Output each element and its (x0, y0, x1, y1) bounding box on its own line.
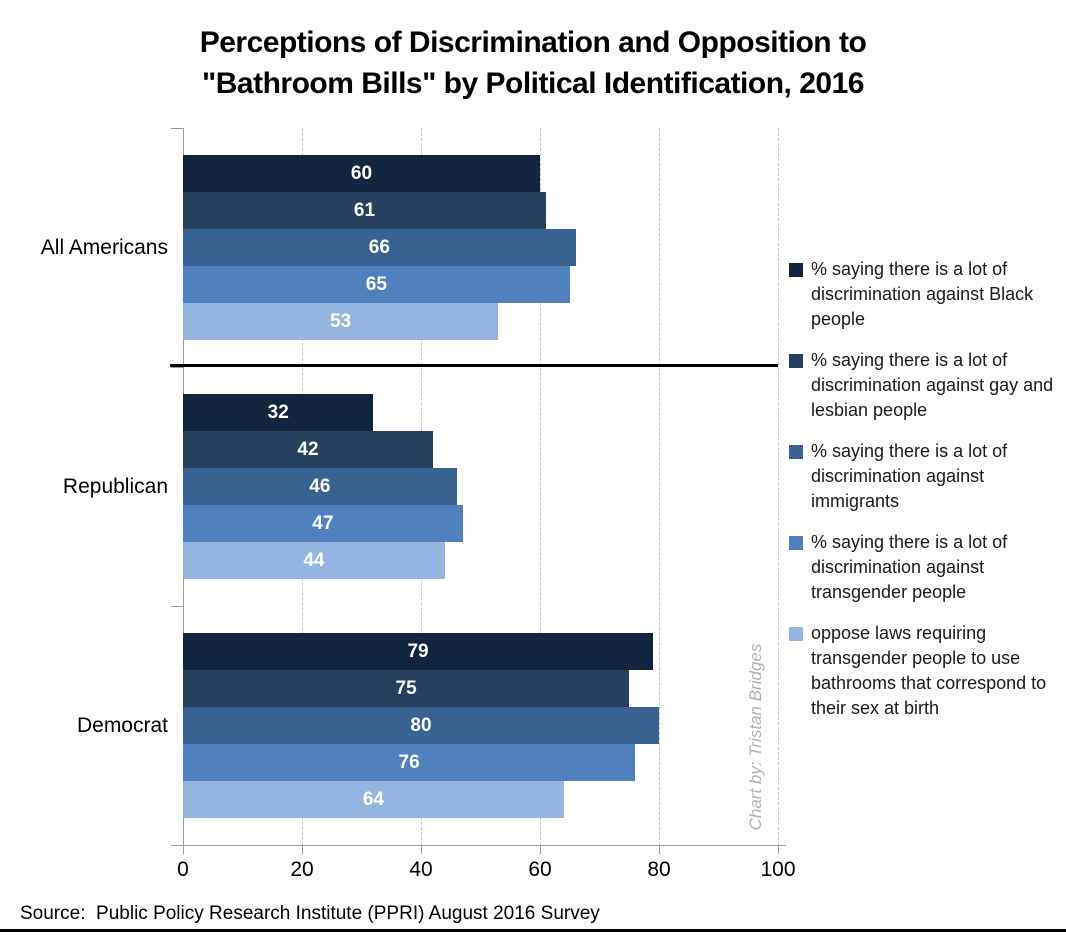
x-axis-tick-20 (302, 846, 303, 854)
gridline-60 (540, 128, 541, 845)
bar-value-label: 66 (368, 236, 390, 258)
bar-value-label: 64 (362, 788, 384, 810)
legend-label: oppose laws requiring transgender people… (811, 623, 1047, 718)
x-axis-tick-label: 0 (177, 858, 189, 881)
bar: 65 (183, 266, 570, 303)
bar: 76 (183, 744, 636, 781)
x-axis-tick-label: 20 (290, 858, 314, 881)
legend: % saying there is a lot of discriminatio… (789, 257, 1061, 737)
x-axis-tick-100 (778, 846, 779, 854)
x-axis-tick-label: 40 (409, 858, 433, 881)
legend-item: % saying there is a lot of discriminatio… (789, 257, 1061, 332)
bar: 47 (183, 505, 463, 542)
x-axis-tick-0 (183, 846, 184, 854)
legend-swatch-icon (789, 263, 803, 277)
legend-item: % saying there is a lot of discriminatio… (789, 439, 1061, 514)
y-axis-tick (171, 845, 183, 846)
bar: 44 (183, 542, 445, 579)
bar-value-label: 79 (407, 640, 429, 662)
category-label-republican: Republican (62, 474, 168, 498)
chart-title-line1: Perceptions of Discrimination and Opposi… (199, 26, 867, 59)
bar-value-label: 42 (297, 438, 319, 460)
bar-value-label: 75 (395, 677, 417, 699)
x-axis-tick-80 (659, 846, 660, 854)
legend-item: oppose laws requiring transgender people… (789, 621, 1061, 721)
legend-label: % saying there is a lot of discriminatio… (811, 441, 1008, 511)
bar-value-label: 76 (398, 751, 420, 773)
x-axis-tick-label: 80 (647, 858, 671, 881)
legend-swatch-icon (789, 536, 803, 550)
legend-swatch-icon (789, 354, 803, 368)
legend-item: % saying there is a lot of discriminatio… (789, 530, 1061, 605)
x-axis-line (171, 845, 786, 846)
bar-value-label: 80 (410, 714, 432, 736)
bar: 75 (183, 670, 630, 707)
category-label-all-americans: All Americans (40, 235, 168, 259)
bar: 64 (183, 781, 564, 818)
x-axis-tick-60 (540, 846, 541, 854)
bar: 79 (183, 633, 654, 670)
legend-swatch-icon (789, 627, 803, 641)
bar: 80 (183, 707, 659, 744)
x-axis-tick-label: 60 (528, 858, 552, 881)
y-axis-tick (171, 367, 183, 368)
chart-credit: Chart by: Tristan Bridges (746, 643, 765, 831)
bar: 46 (183, 468, 457, 505)
bar-value-label: 61 (353, 199, 376, 221)
bar-value-label: 53 (330, 310, 352, 332)
chart-title: Perceptions of Discrimination and Opposi… (0, 22, 1066, 104)
y-axis-tick (171, 606, 183, 607)
legend-label: % saying there is a lot of discriminatio… (811, 350, 1054, 420)
bar: 60 (183, 155, 540, 192)
legend-swatch-icon (789, 445, 803, 459)
bar-value-label: 44 (303, 549, 325, 571)
bar-value-label: 65 (365, 273, 387, 295)
category-label-democrat: Democrat (76, 713, 168, 737)
bar: 42 (183, 431, 433, 468)
bar: 53 (183, 303, 499, 340)
chart-title-line2: "Bathroom Bills" by Political Identifica… (202, 67, 864, 100)
bar-value-label: 46 (309, 475, 331, 497)
legend-label: % saying there is a lot of discriminatio… (811, 259, 1034, 329)
x-axis-tick-label: 100 (760, 858, 796, 881)
bottom-rule (0, 929, 1066, 932)
legend-label: % saying there is a lot of discriminatio… (811, 532, 1008, 602)
bar-value-label: 60 (350, 162, 373, 184)
bar: 66 (183, 229, 576, 266)
legend-item: % saying there is a lot of discriminatio… (789, 348, 1061, 423)
gridline-80 (659, 128, 660, 845)
bar-value-label: 47 (312, 512, 334, 534)
bar-value-label: 32 (267, 401, 289, 423)
group-separator-line (170, 364, 778, 367)
bar: 61 (183, 192, 546, 229)
y-axis-tick (171, 128, 183, 129)
bar: 32 (183, 394, 374, 431)
gridline-100 (778, 128, 779, 845)
source-note: Source: Public Policy Research Institute… (20, 903, 600, 924)
x-axis-tick-40 (421, 846, 422, 854)
